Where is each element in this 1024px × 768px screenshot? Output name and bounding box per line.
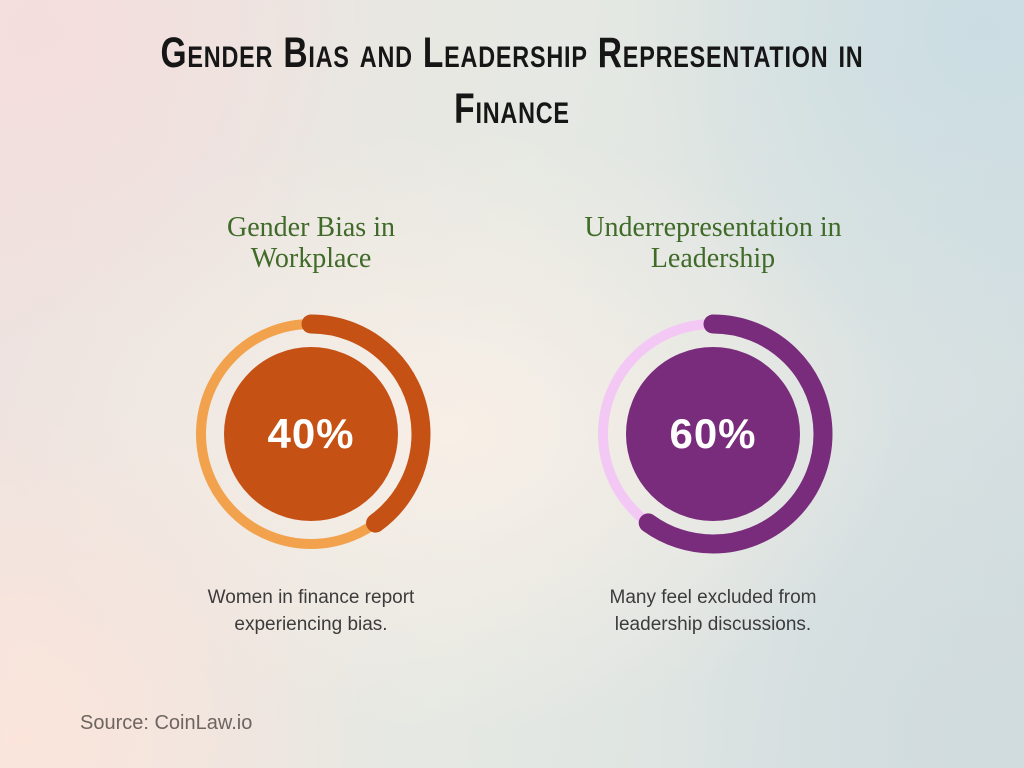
card-gender-bias: Gender Bias in Workplace 40% Women in fin… [110,212,512,639]
card-leadership: Underrepresentation in Leadership 60% Man… [512,212,914,639]
donut-progress-arc [593,314,833,554]
donut-value-label: 60% [669,409,757,457]
page-title-line2: Finance [454,84,570,133]
chart-title-line2: Leadership [650,243,776,275]
page-title: Gender Bias and Leadership Representatio… [113,26,912,138]
chart-title-leadership: Underrepresentation in Leadership [584,212,841,275]
donut-chart-gender-bias: 40% [186,309,436,559]
chart-title-line1: Gender Bias in [227,212,395,243]
page-title-line1: Gender Bias and Leadership Representatio… [160,29,864,77]
donut-svg [191,314,431,554]
caption-line1: Many feel excluded from [609,586,817,608]
donut-inner-circle [626,346,800,521]
donut-progress-arc [191,314,431,554]
chart-cards-row: Gender Bias in Workplace 40% Women in fin… [0,212,1024,639]
caption-line2: leadership discussions. [614,613,812,635]
chart-caption-gender-bias: Women in finance report experiencing bias… [208,585,415,639]
caption-line2: experiencing bias. [234,613,388,635]
donut-chart-leadership: 60% [588,309,838,559]
caption-line1: Women in finance report [207,586,415,608]
donut-value-label: 40% [267,409,355,457]
donut-svg [593,314,833,554]
chart-title-gender-bias: Gender Bias in Workplace [227,212,395,275]
source-attribution: Source: CoinLaw.io [80,712,253,734]
chart-title-line1: Underrepresentation in [584,212,842,243]
chart-title-line2: Workplace [250,243,372,275]
donut-inner-circle [224,346,398,521]
chart-caption-leadership: Many feel excluded from leadership discus… [610,585,817,639]
